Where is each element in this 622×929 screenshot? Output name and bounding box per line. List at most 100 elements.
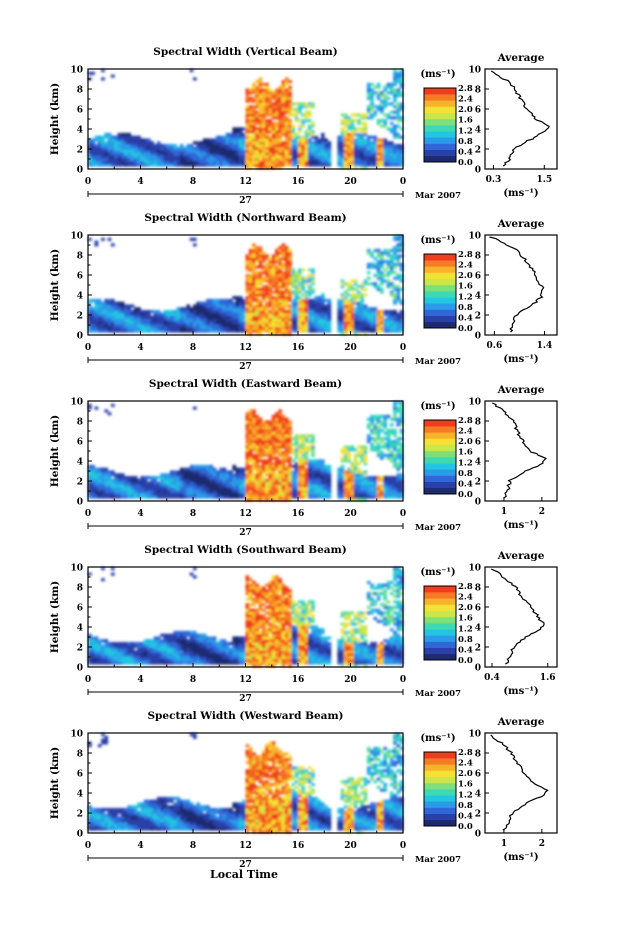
heatmap-cell — [94, 492, 99, 496]
heatmap-cell — [261, 451, 266, 455]
heatmap-cell — [215, 484, 220, 488]
heatmap-cell — [275, 265, 279, 269]
heatmap-cell — [261, 138, 266, 142]
heatmap-cell — [202, 323, 207, 328]
heatmap-cell — [202, 487, 207, 491]
heatmap-cell — [284, 498, 289, 502]
heatmap-cell — [298, 157, 302, 162]
heatmap-cell — [311, 315, 315, 319]
heatmap-cell — [232, 312, 237, 316]
heatmap-cell — [320, 473, 325, 477]
colorbar-tick-label: 2.0 — [458, 271, 473, 281]
heatmap-cell — [127, 661, 132, 665]
heatmap-cell — [147, 487, 151, 491]
heatmap-cell — [376, 251, 381, 255]
heatmap-cell — [343, 163, 348, 167]
heatmap-cell — [252, 456, 256, 460]
heatmap-cell — [242, 323, 246, 328]
heatmap-cell — [176, 639, 181, 643]
heatmap-cell — [261, 498, 266, 502]
heatmap-cell — [245, 307, 250, 311]
heatmap-cell — [301, 282, 305, 286]
heatmap-cell — [166, 146, 171, 150]
heatmap-cell — [294, 489, 299, 494]
heatmap-cell — [176, 487, 181, 491]
colorbar-tick-label: 0.4 — [458, 479, 473, 489]
heatmap-cell — [252, 110, 256, 114]
heatmap-cell — [340, 119, 345, 123]
heatmap-cell — [317, 146, 322, 150]
heatmap-cell — [255, 254, 260, 258]
heatmap-cell — [307, 484, 312, 488]
heatmap-cell — [268, 296, 273, 300]
heatmap-cell — [255, 428, 260, 432]
heatmap-cell — [124, 318, 128, 322]
profile-x-tick-label: 1.5 — [536, 175, 552, 185]
heatmap-cell — [107, 323, 112, 328]
heatmap-cell — [343, 298, 348, 303]
heatmap-cell — [327, 481, 332, 485]
heatmap-cell — [189, 630, 194, 635]
heatmap-cell — [265, 323, 269, 328]
heatmap-cell — [202, 144, 207, 148]
heatmap-cell — [284, 312, 289, 316]
heatmap-cell — [110, 301, 115, 305]
heatmap-cell — [301, 492, 305, 496]
heatmap-cell — [281, 495, 286, 499]
heatmap-cell — [320, 144, 325, 148]
heatmap-cell — [183, 476, 187, 480]
heatmap-cell — [281, 265, 286, 269]
heatmap-cell — [163, 315, 168, 319]
heatmap-cell — [311, 318, 315, 322]
heatmap-cell — [298, 476, 302, 480]
heatmap-cells — [88, 69, 404, 170]
heatmap-cell — [275, 467, 279, 471]
heatmap-cell — [360, 481, 365, 485]
heatmap-cell — [209, 489, 214, 494]
heatmap-cell — [380, 144, 384, 148]
heatmap-cell — [373, 414, 378, 419]
heatmap-cell — [261, 462, 266, 466]
heatmap-cell — [252, 442, 256, 446]
heatmap-cell — [170, 315, 174, 319]
heatmap-cell — [104, 157, 109, 162]
heatmap-cell — [252, 492, 256, 496]
heatmap-cell — [252, 146, 256, 150]
heatmap-cell — [307, 268, 312, 272]
heatmap-cell — [219, 484, 223, 488]
heatmap-cell — [301, 456, 305, 460]
heatmap-cell — [399, 406, 404, 410]
heatmap-cell — [248, 484, 253, 488]
heatmap-cell — [268, 467, 273, 471]
heatmap-cell — [271, 152, 276, 156]
heatmap-cell — [327, 473, 332, 477]
heatmap-cell — [107, 135, 112, 139]
heatmap-cell — [357, 132, 361, 137]
heatmap-cell — [97, 481, 102, 485]
heatmap-cell — [307, 144, 312, 148]
heatmap-cell — [373, 312, 378, 316]
heatmap-cell — [268, 260, 273, 264]
heatmap-cell — [298, 481, 302, 485]
heatmap-cell — [245, 462, 250, 466]
heatmap-cell — [101, 653, 105, 657]
heatmap-cell — [245, 448, 250, 452]
heatmap-cell — [304, 157, 309, 162]
day-label: 27 — [239, 196, 252, 206]
heatmap-cell — [206, 467, 210, 471]
heatmap-cell — [252, 318, 256, 322]
profile-y-tick-label: 8 — [475, 418, 481, 428]
heatmap-cell — [265, 113, 269, 117]
heatmap-cell — [222, 144, 227, 148]
heatmap-cell — [137, 152, 141, 156]
heatmap-cell — [130, 492, 135, 496]
heatmap-cell — [281, 326, 286, 330]
heatmap-cell — [199, 141, 204, 145]
heatmap-cell — [252, 304, 256, 308]
heatmap-cell — [261, 149, 266, 153]
heatmap-cell — [238, 473, 243, 477]
heatmap-cell — [353, 132, 358, 137]
heatmap-cell — [117, 304, 122, 308]
profile-x-tick-label: 0.6 — [487, 341, 503, 351]
heatmap-cell — [255, 290, 260, 294]
